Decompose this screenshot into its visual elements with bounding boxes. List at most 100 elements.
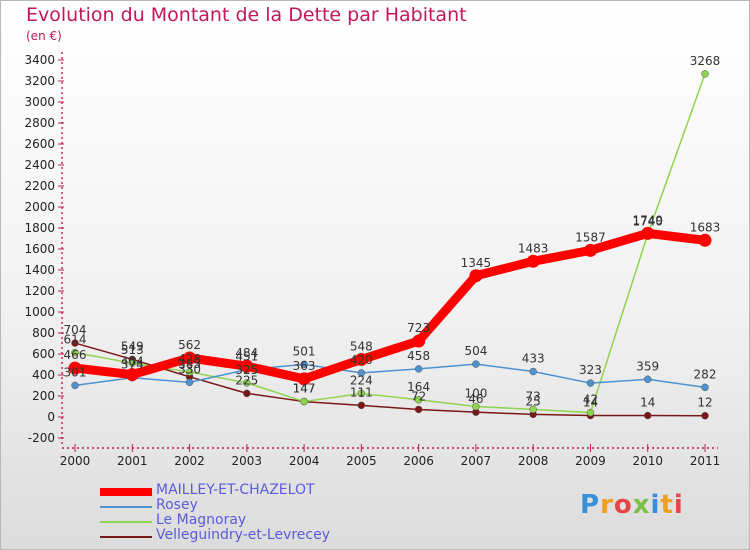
x-tick-label: 2003 [232, 454, 263, 468]
x-tick-label: 2005 [346, 454, 377, 468]
data-label: 282 [694, 367, 717, 381]
data-point [529, 367, 537, 376]
legend-label: MAILLEY-ET-CHAZELOT [156, 482, 315, 498]
data-point [71, 339, 79, 347]
y-tick-label: 2000 [24, 200, 55, 214]
data-point [701, 411, 709, 420]
data-label: 301 [64, 365, 87, 379]
data-point [641, 226, 655, 240]
data-point [472, 402, 480, 411]
data-label: 383 [178, 357, 201, 371]
logo-letter: o [613, 490, 633, 520]
data-point [71, 348, 79, 357]
data-label: 323 [579, 363, 602, 377]
y-tick-label: 2400 [24, 158, 55, 172]
data-point [300, 397, 308, 406]
data-point [414, 396, 423, 404]
data-point [354, 352, 368, 366]
data-label: 225 [235, 373, 258, 387]
data-label: 46 [468, 392, 483, 406]
data-point [357, 401, 366, 410]
x-tick-label: 2002 [174, 454, 205, 468]
legend-swatch [100, 506, 152, 508]
y-tick-label: 1200 [24, 284, 55, 298]
legend-swatch [100, 521, 152, 523]
y-tick-label: 0 [47, 410, 55, 424]
data-point [71, 381, 79, 390]
legend-swatch [100, 536, 152, 538]
y-tick-label: 2600 [24, 137, 55, 151]
data-point [526, 254, 540, 268]
data-label: 404 [121, 355, 144, 369]
x-tick-label: 2007 [461, 454, 492, 468]
data-point [297, 372, 311, 386]
data-point [583, 243, 597, 257]
data-point [701, 70, 709, 78]
data-label: 420 [350, 353, 373, 367]
data-label: 428 [178, 352, 201, 366]
data-label: 72 [411, 389, 426, 403]
data-label: 504 [464, 344, 487, 358]
data-label: 325 [235, 363, 258, 377]
data-label: 723 [407, 321, 430, 335]
data-label: 359 [636, 359, 659, 373]
data-point [472, 360, 480, 368]
y-tick-label: 3200 [24, 74, 55, 88]
data-label: 433 [522, 352, 545, 366]
legend-label: Velleguindry-et-Levrecey [156, 527, 331, 543]
y-tick-label: 2800 [24, 116, 55, 130]
data-point [243, 379, 251, 387]
logo-letter: i [673, 490, 684, 520]
data-point [243, 389, 251, 398]
y-tick-label: 600 [32, 347, 55, 361]
data-label: 374 [121, 358, 144, 372]
data-point [701, 383, 709, 392]
data-point [357, 369, 366, 377]
data-point [643, 411, 652, 420]
data-point [586, 408, 595, 417]
logo-letter: P [580, 490, 601, 520]
data-label: 330 [178, 362, 201, 376]
y-tick-label: 400 [32, 368, 55, 382]
data-label: 548 [350, 339, 373, 353]
data-point [698, 233, 712, 247]
y-tick-label: -200 [28, 431, 55, 445]
x-tick-label: 2006 [403, 454, 434, 468]
data-label: 704 [64, 323, 87, 337]
data-label: 73 [526, 389, 541, 403]
logo-letter: x [632, 490, 651, 520]
data-point [300, 360, 308, 369]
data-label: 1740 [632, 214, 663, 228]
series-line-3 [74, 342, 706, 417]
data-point [414, 405, 423, 414]
data-label: 501 [293, 344, 316, 358]
y-tick-label: 800 [32, 326, 55, 340]
data-label: 164 [407, 380, 430, 394]
data-point [185, 368, 194, 376]
data-label: 111 [350, 385, 373, 399]
data-label: 451 [235, 350, 258, 364]
data-point [469, 269, 483, 283]
logo-letter: t [660, 490, 674, 520]
data-point [240, 359, 254, 373]
data-point [68, 361, 82, 375]
data-label: 1483 [518, 241, 549, 255]
series-line-0 [70, 228, 710, 384]
data-label: 14 [640, 396, 655, 410]
data-label: 614 [64, 333, 87, 347]
data-point [357, 389, 366, 398]
x-tick-label: 2009 [575, 454, 606, 468]
data-point [185, 378, 194, 387]
data-label: 25 [526, 394, 541, 408]
data-point [586, 379, 595, 387]
series-line-1 [74, 363, 706, 389]
y-tick-label: 1400 [24, 263, 55, 277]
legend-swatch [100, 488, 152, 496]
y-tick-label: 3000 [24, 95, 55, 109]
proxiti-logo: Proxiti [580, 490, 684, 520]
y-tick-label: 1600 [24, 242, 55, 256]
data-label: 12 [697, 396, 712, 410]
data-label: 147 [293, 382, 316, 396]
data-label: 3268 [690, 54, 721, 68]
